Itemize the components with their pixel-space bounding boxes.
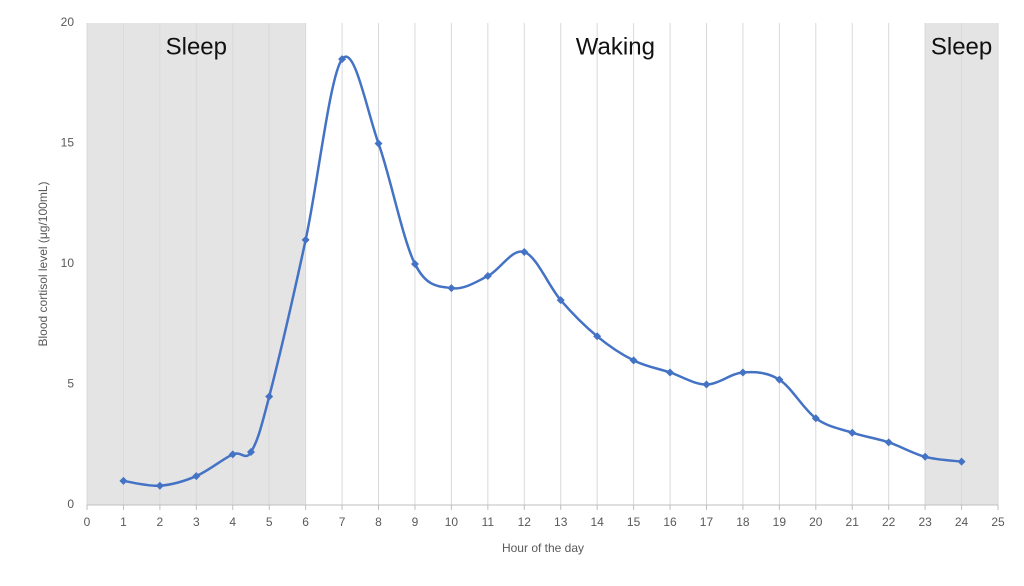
x-tick-label: 1 <box>120 515 127 529</box>
marker <box>483 272 492 281</box>
marker <box>301 235 310 244</box>
marker <box>811 414 820 423</box>
x-tick-label: 19 <box>773 515 787 529</box>
marker <box>155 481 164 490</box>
x-tick-label: 0 <box>84 515 91 529</box>
x-tick-label: 10 <box>445 515 459 529</box>
x-tick-label: 9 <box>412 515 419 529</box>
x-tick-label: 16 <box>663 515 677 529</box>
x-tick-label: 7 <box>339 515 346 529</box>
marker <box>556 296 565 305</box>
marker <box>246 447 255 456</box>
marker <box>702 380 711 389</box>
x-axis-label: Hour of the day <box>502 541 584 555</box>
x-tick-label: 21 <box>846 515 860 529</box>
x-tick-label: 3 <box>193 515 200 529</box>
marker <box>338 55 347 64</box>
x-tick-label: 14 <box>590 515 604 529</box>
x-tick-label: 13 <box>554 515 568 529</box>
marker <box>447 284 456 293</box>
marker <box>374 139 383 148</box>
marker <box>410 260 419 268</box>
marker <box>775 375 784 384</box>
band-label: Sleep <box>931 33 992 60</box>
y-tick-label: 10 <box>61 256 75 270</box>
marker <box>119 476 128 485</box>
y-tick-label: 15 <box>61 136 75 150</box>
y-axis-label: Blood cortisol level (μg/100mL) <box>36 182 50 347</box>
x-tick-label: 20 <box>809 515 823 529</box>
x-tick-label: 25 <box>991 515 1005 529</box>
x-tick-label: 4 <box>229 515 236 529</box>
y-tick-label: 0 <box>67 497 74 511</box>
marker <box>884 438 893 447</box>
marker <box>738 368 747 377</box>
x-tick-label: 15 <box>627 515 641 529</box>
marker <box>228 450 237 459</box>
marker <box>265 392 274 401</box>
x-tick-label: 22 <box>882 515 896 529</box>
x-tick-label: 24 <box>955 515 969 529</box>
x-tick-label: 6 <box>302 515 309 529</box>
marker <box>957 457 966 466</box>
marker <box>848 428 857 437</box>
band-label: Waking <box>576 33 655 60</box>
x-tick-label: 12 <box>518 515 532 529</box>
x-tick-label: 5 <box>266 515 273 529</box>
x-tick-label: 23 <box>918 515 932 529</box>
marker <box>593 332 602 341</box>
x-tick-label: 2 <box>157 515 164 529</box>
marker <box>629 356 638 365</box>
x-tick-label: 8 <box>375 515 382 529</box>
marker <box>520 247 529 256</box>
x-tick-label: 11 <box>482 515 495 529</box>
x-tick-label: 18 <box>736 515 750 529</box>
marker <box>921 452 930 461</box>
y-tick-label: 20 <box>61 15 75 29</box>
marker <box>192 472 201 481</box>
x-tick-label: 17 <box>700 515 714 529</box>
band-label: Sleep <box>166 33 227 60</box>
y-tick-label: 5 <box>67 377 74 391</box>
marker <box>666 368 675 377</box>
